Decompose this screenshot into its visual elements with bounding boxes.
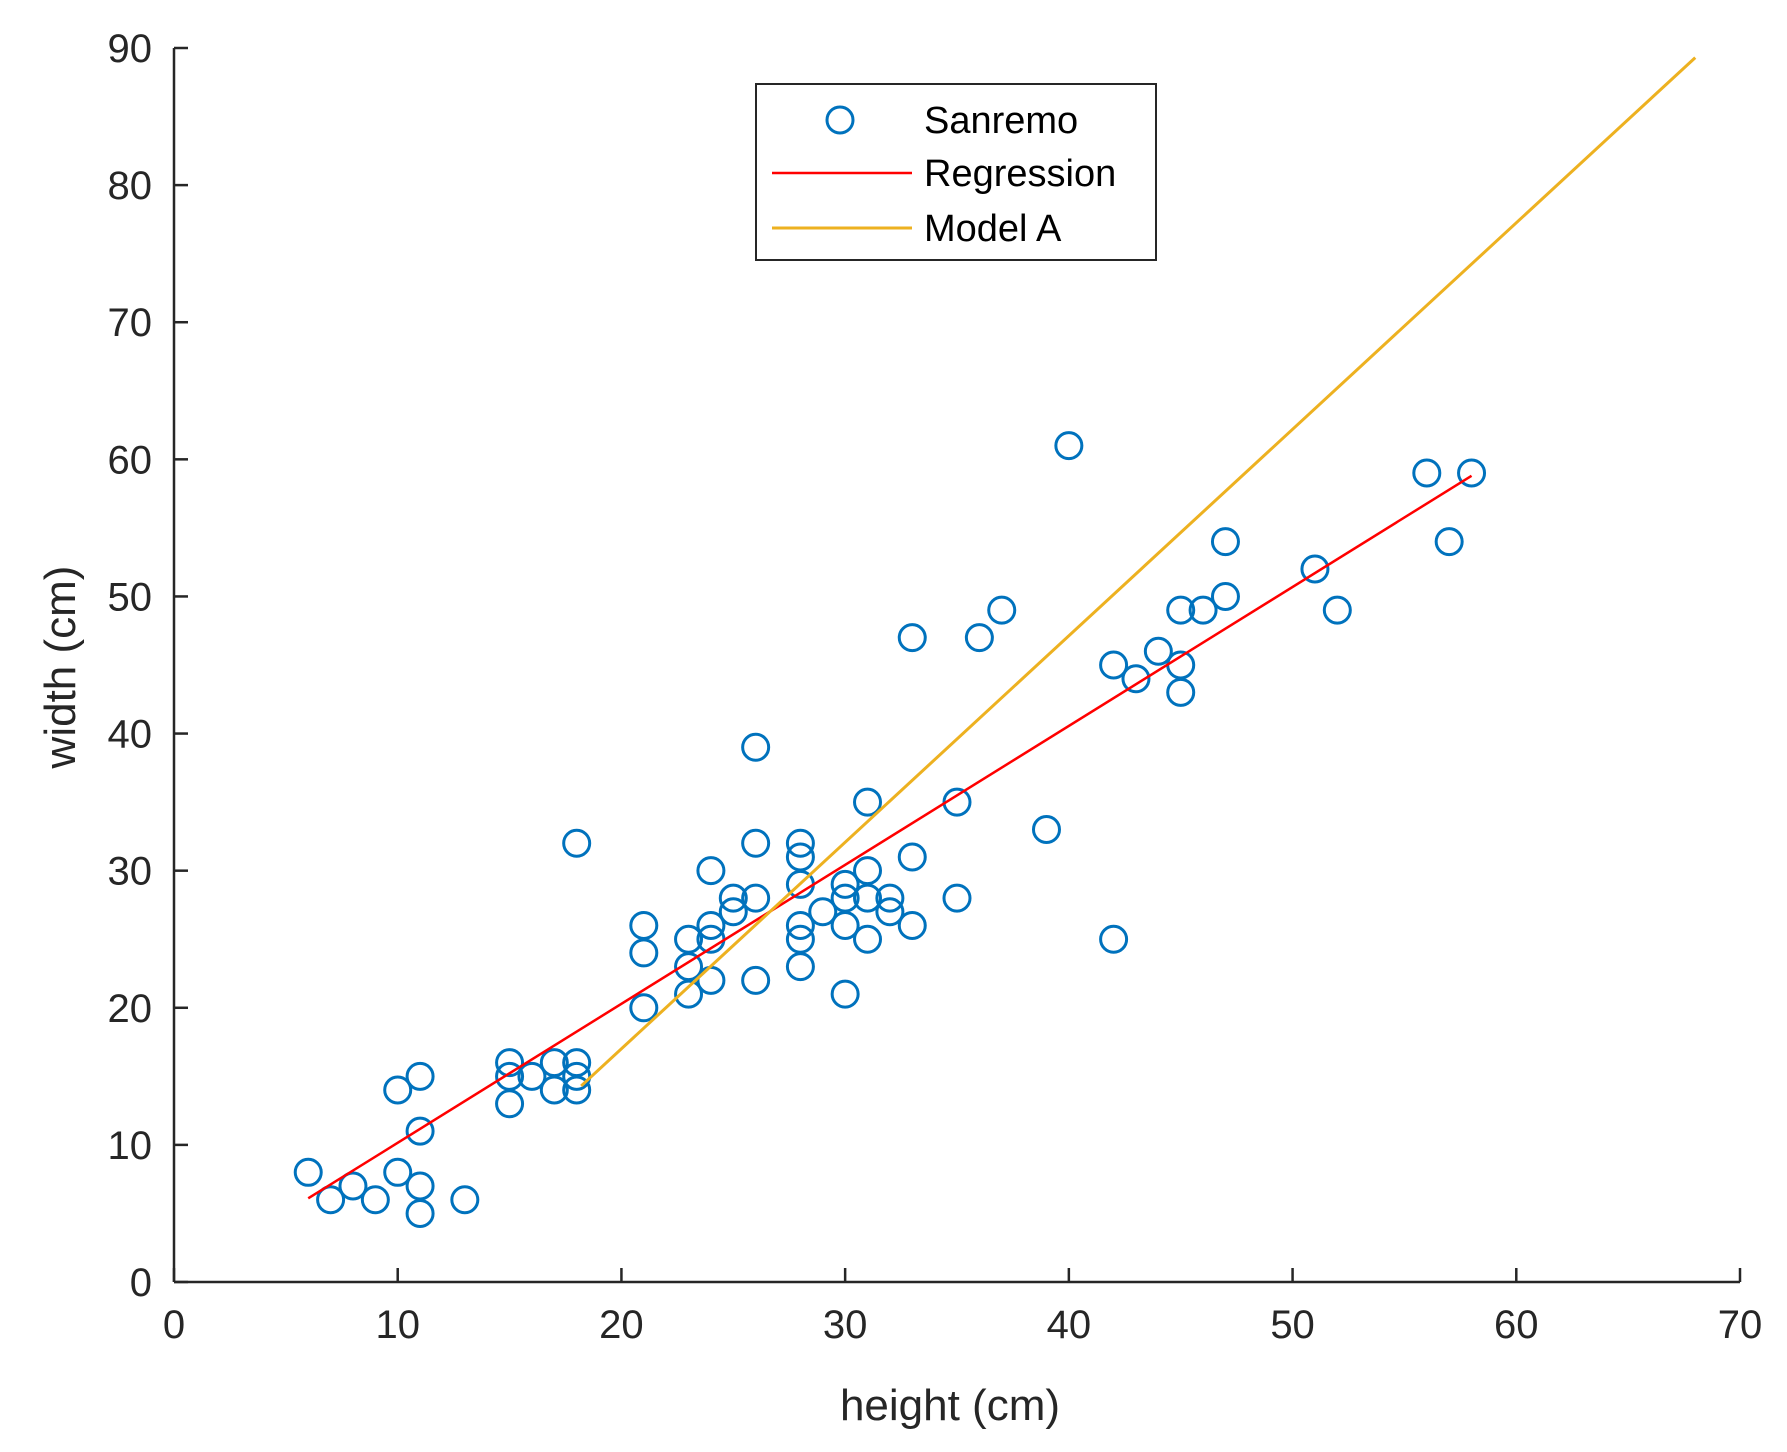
legend-label-model-a: Model A [924,208,1062,250]
x-tick-label: 10 [375,1303,420,1347]
data-point-sanremo [495,1048,525,1078]
data-point-sanremo [1188,595,1218,625]
data-point-sanremo [1143,636,1173,666]
y-tick-label: 30 [108,850,153,894]
y-tick-label: 40 [108,713,153,757]
data-point-sanremo [1210,527,1240,557]
y-tick-label: 10 [108,1124,153,1168]
data-point-sanremo [517,1061,547,1091]
data-point-sanremo [495,1089,525,1119]
plot-area [293,56,1697,1228]
data-point-sanremo [830,911,860,941]
data-point-sanremo [405,1061,435,1091]
data-point-sanremo [987,595,1017,625]
data-point-sanremo [1210,581,1240,611]
data-point-sanremo [741,883,771,913]
axes: 0 10 20 30 40 50 60 70 0 10 20 30 40 50 60 70 80 90 [108,27,1763,1347]
y-tick-label: 20 [108,987,153,1031]
y-tick-label: 0 [130,1261,152,1305]
x-tick-label: 20 [599,1303,644,1347]
data-point-sanremo [629,911,659,941]
data-point-sanremo [1031,815,1061,845]
data-point-sanremo [562,828,592,858]
legend: Sanremo Regression Model A [755,83,1157,261]
series-line-regression [307,474,1473,1200]
y-tick-label: 80 [108,164,153,208]
data-point-sanremo [696,856,726,886]
y-tick-label: 90 [108,27,153,71]
data-point-sanremo [830,979,860,1009]
data-point-sanremo [853,856,883,886]
data-point-sanremo [942,883,972,913]
legend-label-regression: Regression [924,153,1116,195]
data-point-sanremo [897,623,927,653]
data-point-sanremo [875,883,905,913]
series-line-model-a [580,56,1697,1088]
x-tick-label: 70 [1718,1303,1763,1347]
data-point-sanremo [1434,527,1464,557]
data-point-sanremo [741,828,771,858]
x-tick-label: 0 [163,1303,185,1347]
x-tick-label: 30 [823,1303,868,1347]
data-point-sanremo [316,1185,346,1215]
data-point-sanremo [405,1116,435,1146]
data-point-sanremo [1099,924,1129,954]
x-tick-label: 50 [1270,1303,1315,1347]
data-point-sanremo [718,897,748,927]
data-point-sanremo [853,883,883,913]
data-point-sanremo [1457,458,1487,488]
data-point-sanremo [293,1157,323,1187]
y-tick-label: 50 [108,575,153,619]
data-point-sanremo [785,952,815,982]
legend-label-sanremo: Sanremo [924,100,1078,142]
data-point-sanremo [383,1075,413,1105]
data-point-sanremo [696,965,726,995]
data-point-sanremo [808,897,838,927]
data-point-sanremo [629,993,659,1023]
data-point-sanremo [338,1171,368,1201]
x-tick-label: 40 [1047,1303,1092,1347]
data-point-sanremo [785,911,815,941]
data-point-sanremo [1099,650,1129,680]
data-point-sanremo [853,924,883,954]
data-point-sanremo [785,828,815,858]
y-tick-label: 70 [108,301,153,345]
data-point-sanremo [897,911,927,941]
data-point-sanremo [1054,431,1084,461]
data-point-sanremo [405,1198,435,1228]
data-point-sanremo [1322,595,1352,625]
data-point-sanremo [897,842,927,872]
data-point-sanremo [741,965,771,995]
x-axis-label: height (cm) [840,1381,1060,1430]
data-point-sanremo [562,1075,592,1105]
data-point-sanremo [830,869,860,899]
legend-marker-sanremo [825,105,855,135]
data-point-sanremo [1121,664,1151,694]
data-point-sanremo [853,787,883,817]
data-point-sanremo [1412,458,1442,488]
data-point-sanremo [1166,677,1196,707]
data-point-sanremo [450,1185,480,1215]
data-point-sanremo [674,979,704,1009]
data-point-sanremo [405,1171,435,1201]
x-tick-label: 60 [1494,1303,1539,1347]
data-point-sanremo [964,623,994,653]
data-point-sanremo [383,1157,413,1187]
y-axis-label: width (cm) [36,566,85,770]
data-point-sanremo [741,732,771,762]
y-tick-label: 60 [108,438,153,482]
data-point-sanremo [539,1075,569,1105]
data-point-sanremo [718,883,748,913]
data-point-sanremo [1300,554,1330,584]
data-point-sanremo [875,897,905,927]
data-point-sanremo [1166,595,1196,625]
data-point-sanremo [629,938,659,968]
data-point-sanremo [360,1185,390,1215]
data-point-sanremo [696,911,726,941]
